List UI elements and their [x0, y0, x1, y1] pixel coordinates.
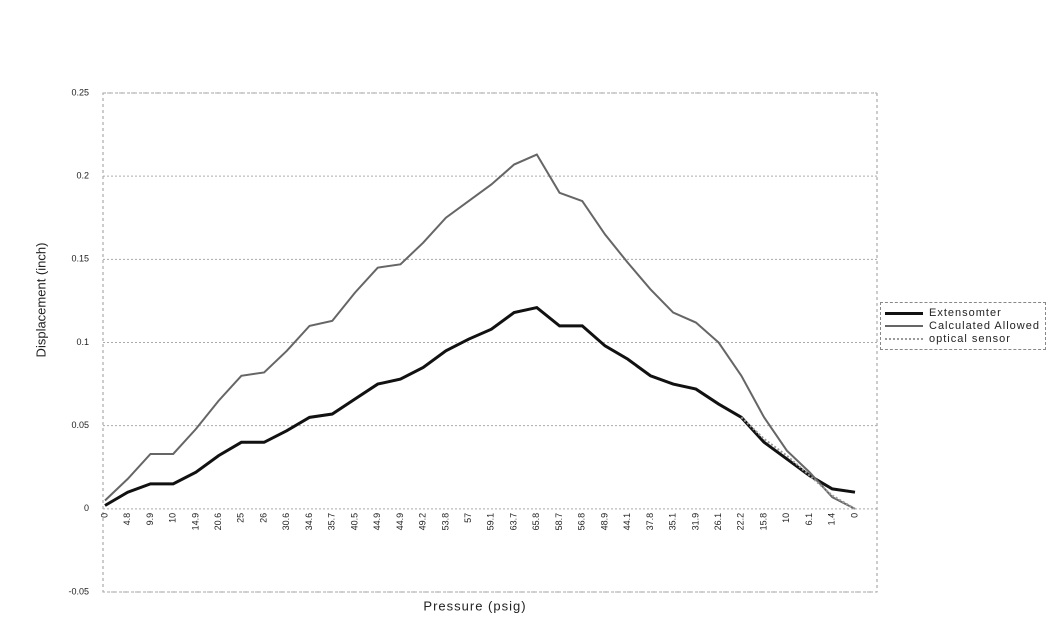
x-tick-label: 26 [258, 513, 268, 523]
x-tick-label: 22.2 [736, 513, 746, 531]
x-tick-label: 57 [463, 513, 473, 523]
legend-swatch [885, 311, 923, 315]
x-tick-label: 0 [99, 513, 109, 518]
x-tick-label: 65.8 [531, 513, 541, 531]
x-tick-label: 53.8 [440, 513, 450, 531]
x-tick-label: 59.1 [486, 513, 496, 531]
x-tick-label: 49.2 [418, 513, 428, 531]
x-tick-label: 10 [168, 513, 178, 523]
legend-swatch [885, 338, 923, 340]
legend-entry: optical sensor [885, 333, 1041, 345]
x-tick-label: 44.1 [622, 513, 632, 531]
x-tick-label: 48.9 [599, 513, 609, 531]
plot-frame [102, 92, 878, 593]
x-tick-label: 35.7 [327, 513, 337, 531]
x-tick-label: 34.6 [304, 513, 314, 531]
legend-entry: Calculated Allowed [885, 320, 1041, 332]
y-tick-label: 0.25 [71, 87, 89, 97]
x-tick-label: 30.6 [281, 513, 291, 531]
x-tick-label: 10 [781, 513, 791, 523]
x-tick-label: 63.7 [508, 513, 518, 531]
x-tick-label: 40.5 [349, 513, 359, 531]
y-tick-label: 0.1 [76, 337, 89, 347]
y-tick-label: -0.05 [68, 586, 89, 596]
legend-label: Extensomter [929, 307, 1002, 319]
legend-label: optical sensor [929, 333, 1011, 345]
x-tick-label: 0 [849, 513, 859, 518]
y-axis-title: Displacement (inch) [33, 243, 48, 358]
x-tick-label: 35.1 [668, 513, 678, 531]
x-tick-label: 44.9 [395, 513, 405, 531]
y-tick-label: 0.2 [76, 171, 89, 181]
legend-swatch [885, 325, 923, 327]
x-tick-label: 31.9 [690, 513, 700, 531]
y-tick-label: 0.15 [71, 254, 89, 264]
x-tick-label: 58.7 [554, 513, 564, 531]
x-tick-label: 15.8 [758, 513, 768, 531]
series-line [104, 153, 856, 510]
x-tick-label: 9.9 [145, 513, 155, 526]
legend: Extensomter Calculated Allowed optical sen… [880, 302, 1046, 350]
x-tick-label: 4.8 [122, 513, 132, 526]
x-tick-label: 56.8 [577, 513, 587, 531]
x-tick-label: 25 [236, 513, 246, 523]
series-line [740, 416, 856, 510]
x-tick-label: 1.4 [827, 513, 837, 526]
legend-entry: Extensomter [885, 307, 1041, 319]
x-tick-label: 44.9 [372, 513, 382, 531]
x-tick-label: 14.9 [190, 513, 200, 531]
x-tick-label: 37.8 [645, 513, 655, 531]
x-tick-label: 20.6 [213, 513, 223, 531]
y-tick-label: 0.05 [71, 420, 89, 430]
x-tick-label: 26.1 [713, 513, 723, 531]
x-axis-title: Pressure (psig) [423, 598, 526, 613]
y-tick-label: 0 [84, 503, 89, 513]
legend-label: Calculated Allowed [929, 320, 1040, 332]
x-tick-label: 6.1 [804, 513, 814, 526]
series-line [104, 305, 856, 507]
